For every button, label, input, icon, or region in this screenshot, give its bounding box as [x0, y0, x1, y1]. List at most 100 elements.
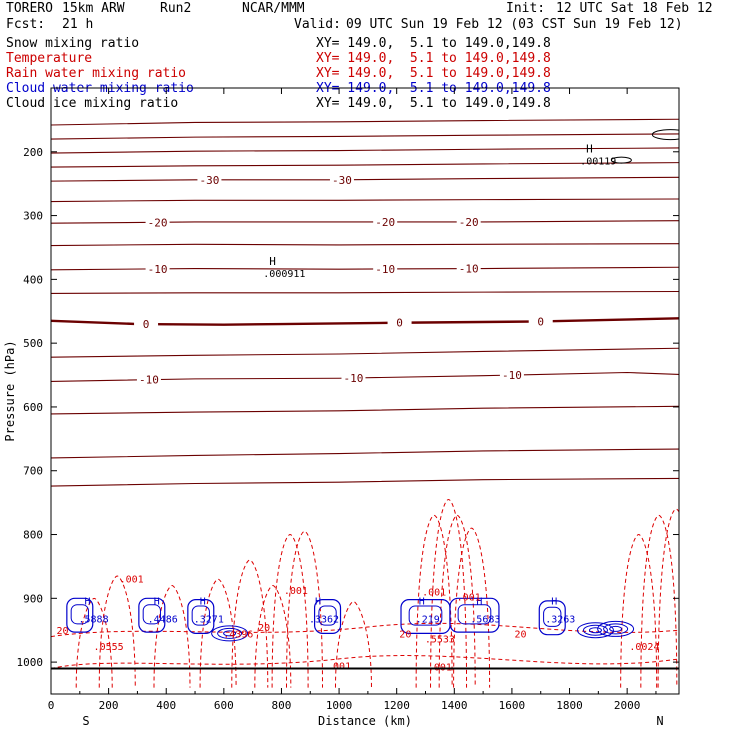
rain-contour — [334, 601, 372, 688]
cloud-water-core — [582, 624, 608, 636]
x-tick-label: 2000 — [614, 699, 641, 712]
cloud-water-contour — [457, 604, 492, 625]
cloud-water-contour — [408, 605, 443, 626]
x-axis-label: Distance (km) — [318, 714, 412, 728]
cloud-water-contour — [313, 598, 342, 634]
isotherm — [51, 162, 679, 168]
field-range: XY= 149.0, 5.1 to 149.0,149.8 — [316, 66, 551, 81]
y-tick-label: 1000 — [17, 656, 44, 669]
isotherm — [51, 118, 679, 126]
isotherm-label: -30 — [332, 174, 352, 187]
isotherm-label: -10 — [344, 372, 364, 385]
model-name: TORERO — [6, 1, 53, 16]
y-tick-label: 700 — [23, 465, 43, 478]
y-tick-label: 800 — [23, 529, 43, 542]
isotherm-label-bg — [499, 369, 524, 382]
isotherm — [51, 347, 679, 358]
cloud-water-core — [603, 623, 629, 635]
cloud-water-contour — [538, 600, 566, 636]
rain-contour — [415, 514, 453, 688]
cloud-water-max-marker: H — [551, 597, 557, 608]
cloud-water-max-value: .3362 — [309, 615, 339, 626]
rain-contour — [199, 578, 237, 688]
ice-contour — [651, 129, 679, 141]
isotherm-label: 0 — [537, 315, 544, 328]
cloud-water-max-value: .3271 — [194, 615, 224, 626]
rain-contour — [438, 514, 476, 688]
y-axis-label: Pressure (hPa) — [3, 340, 17, 441]
isotherm — [51, 198, 679, 203]
isotherm-label-bg — [456, 215, 481, 228]
cloud-water-contour — [187, 598, 215, 634]
cloud-water-core — [217, 627, 243, 639]
cloud-water-max-value: .5683 — [470, 615, 500, 626]
cloud-water-core — [211, 625, 249, 642]
rain-contour — [231, 559, 269, 688]
rain-contour — [271, 534, 309, 688]
isotherm-label: -10 — [375, 263, 395, 276]
model-run: Run2 — [160, 1, 192, 16]
rain-contour — [51, 655, 679, 669]
cloud-water-max-value: .5888 — [79, 615, 109, 626]
init-value: 12 UTC Sat 18 Feb 12 — [556, 1, 713, 16]
organization: NCAR/MMM — [242, 1, 305, 16]
x-tick-label: 800 — [272, 699, 292, 712]
field-name: Rain water mixing ratio — [6, 66, 187, 81]
rain-contour — [620, 534, 658, 688]
isotherm-label: -20 — [375, 216, 395, 229]
field-range: XY= 149.0, 5.1 to 149.0,149.8 — [316, 96, 551, 111]
cloud-water-contour — [318, 605, 337, 626]
forecast-value: 21 h — [62, 17, 94, 32]
valid-label: Valid: — [294, 17, 341, 32]
cloud-water-contour — [138, 597, 166, 633]
isotherm — [51, 147, 679, 154]
snow-max-marker: H — [269, 255, 276, 268]
cloud-water-max-marker: H — [476, 597, 482, 608]
snow-max-value: .00119 — [580, 157, 616, 168]
south-end-label: S — [82, 714, 89, 728]
x-tick-label: 1800 — [556, 699, 583, 712]
isotherm-label: -20 — [459, 216, 479, 229]
snow-max-value: .000911 — [263, 269, 305, 280]
field-name: Cloud ice mixing ratio — [6, 96, 179, 111]
cloud-water-core — [597, 620, 635, 637]
isotherm — [51, 405, 679, 415]
x-tick-label: 1600 — [499, 699, 526, 712]
y-tick-label: 300 — [23, 210, 43, 223]
cloud-water-contour — [543, 606, 562, 627]
rain-value-label: .001 — [457, 592, 481, 603]
rain-temp-label: 20 — [258, 623, 270, 634]
x-tick-label: 600 — [214, 699, 234, 712]
isotherm-label: -20 — [148, 216, 168, 229]
cloud-water-core — [223, 630, 237, 637]
isotherm-label: -10 — [459, 263, 479, 276]
isotherm-label: -10 — [148, 263, 168, 276]
y-tick-label: 500 — [23, 337, 43, 350]
isotherm-label-bg — [456, 262, 481, 275]
field-name: Temperature — [6, 51, 93, 66]
snow-max-marker: H — [586, 143, 593, 156]
rain-contour — [254, 585, 292, 688]
rain-contour — [98, 575, 136, 688]
rain-value-label: .0555 — [94, 642, 124, 653]
rain-contour — [657, 508, 679, 688]
isotherm — [51, 243, 679, 247]
cloud-water-max-marker: H — [419, 597, 425, 608]
rain-value-label: .0024 — [629, 642, 659, 653]
model-resolution: 15km ARW — [62, 1, 125, 16]
rain-value-label: .4396 — [223, 629, 253, 640]
cloud-water-core — [588, 627, 602, 634]
plot-area: -30 -30-20 -20 -20-10 -10 -100 0 0-10 -10 -10H.00… — [51, 118, 679, 688]
cloud-water-max-marker: H — [315, 597, 321, 608]
cloud-water-core — [609, 625, 623, 632]
isotherm-label-bg — [197, 173, 222, 186]
plot-frame — [50, 87, 680, 695]
isotherm — [51, 290, 679, 294]
isotherm-label-bg — [145, 262, 170, 275]
rain-contour — [75, 597, 113, 688]
field-name: Snow mixing ratio — [6, 36, 140, 51]
forecast-label: Fcst: — [6, 17, 46, 32]
rain-contour — [286, 530, 324, 688]
isotherm-label-bg — [528, 315, 553, 328]
cloud-water-contour — [449, 597, 500, 633]
